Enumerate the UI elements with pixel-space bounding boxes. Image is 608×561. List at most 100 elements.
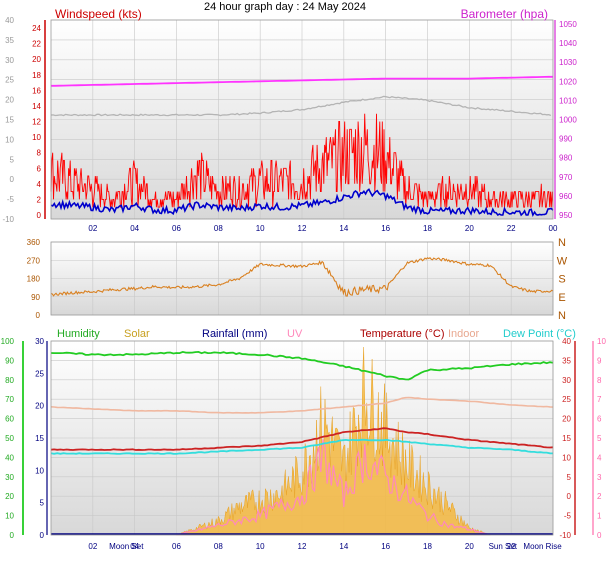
series-grey-trace: [50, 95, 552, 117]
tick-label-hour: 02: [88, 224, 97, 233]
tick-label-outer-left: 20: [5, 96, 14, 105]
tick-label-hour: Moon Rise: [523, 542, 562, 551]
tick-label-humidity: 20: [5, 492, 14, 501]
tick-label-humidity: 50: [5, 434, 14, 443]
tick-label-temperature: 15: [562, 434, 571, 443]
tick-label-rainfall: 30: [35, 337, 44, 346]
series-windspeed-gust: [50, 113, 554, 208]
tick-label-uv: 5: [597, 434, 602, 443]
tick-label-uv: 0: [597, 531, 602, 540]
tick-label-windspeed: 12: [32, 118, 41, 127]
tick-label-outer-left: 5: [10, 155, 15, 164]
tick-label-barometer: 970: [559, 173, 573, 182]
tick-label-barometer: 990: [559, 135, 573, 144]
tick-label-hour: 08: [214, 224, 223, 233]
tick-label-humidity: 40: [5, 453, 14, 462]
tick-label-hour: 20: [465, 542, 474, 551]
series-wind-direction: [50, 256, 554, 297]
plot-border: [50, 340, 554, 536]
tick-label-uv: 10: [597, 337, 606, 346]
tick-label-windspeed: 0: [37, 211, 42, 220]
series-humidity: [50, 350, 554, 381]
tick-label-temperature: 0: [567, 492, 572, 501]
tick-label-hour: 06: [172, 542, 181, 551]
legend-solar: Solar: [124, 328, 150, 340]
tick-label-barometer: 1030: [559, 58, 577, 67]
series-indoor: [50, 396, 554, 414]
legend-uv: UV: [287, 328, 303, 340]
tick-label-barometer: 980: [559, 154, 573, 163]
series-temperature: [50, 427, 554, 451]
tick-label-outer-left: 35: [5, 36, 14, 45]
tick-label-direction-compass: N: [558, 310, 566, 322]
tick-label-windspeed: 20: [32, 55, 41, 64]
tick-label-hour: 06: [172, 224, 181, 233]
tick-label-temperature: 40: [562, 337, 571, 346]
tick-label-rainfall: 10: [35, 466, 44, 475]
tick-label-uv: 4: [597, 453, 602, 462]
tick-label-humidity: 10: [5, 512, 14, 521]
tick-label-rainfall: 25: [35, 369, 44, 378]
tick-label-outer-left: 25: [5, 76, 14, 85]
tick-label-windspeed: 14: [32, 102, 41, 111]
tick-label-outer-left: -5: [7, 195, 15, 204]
tick-label-direction-deg: 90: [31, 293, 40, 302]
tick-label-uv: 9: [597, 356, 602, 365]
series-solar: [176, 347, 491, 536]
tick-label-humidity: 0: [10, 531, 15, 540]
tick-label-barometer: 1010: [559, 96, 577, 105]
tick-label-windspeed: 6: [37, 164, 42, 173]
tick-label-hour: 08: [214, 542, 223, 551]
tick-label-uv: 3: [597, 473, 602, 482]
tick-label-barometer: 950: [559, 211, 573, 220]
tick-label-outer-left: 15: [5, 116, 14, 125]
legend-dewpoint: Dew Point (°C): [503, 328, 576, 340]
tick-label-barometer: 1050: [559, 20, 577, 29]
tick-label-windspeed: 24: [32, 24, 41, 33]
tick-label-direction-compass: S: [558, 274, 565, 286]
legend-windspeed: Windspeed (kts): [55, 7, 142, 21]
tick-label-direction-compass: N: [558, 237, 566, 249]
tick-label-rainfall: 15: [35, 434, 44, 443]
tick-label-direction-deg: 180: [27, 275, 41, 284]
tick-label-windspeed: 18: [32, 71, 41, 80]
tick-label-hour: 18: [423, 224, 432, 233]
tick-label-hour: 12: [298, 224, 307, 233]
legend-temperature: Temperature (°C): [360, 328, 444, 340]
tick-label-humidity: 60: [5, 415, 14, 424]
legend-rainfall: Rainfall (mm): [202, 328, 267, 340]
tick-label-hour: 16: [381, 224, 390, 233]
tick-label-uv: 6: [597, 415, 602, 424]
tick-label-uv: 7: [597, 395, 602, 404]
tick-label-temperature: 5: [567, 473, 572, 482]
tick-label-temperature: 10: [562, 453, 571, 462]
series-barometer: [51, 75, 553, 87]
tick-label-humidity: 70: [5, 395, 14, 404]
tick-label-temperature: -10: [559, 531, 571, 540]
series-lines: [50, 75, 554, 536]
tick-label-temperature: 30: [562, 376, 571, 385]
tick-label-hour: 12: [298, 542, 307, 551]
axis-labels: 4035302520151050-5-102422201816141210864…: [1, 16, 607, 551]
tick-label-outer-left: 0: [10, 175, 15, 184]
tick-label-windspeed: 16: [32, 86, 41, 95]
tick-label-outer-left: 40: [5, 16, 14, 25]
tick-label-humidity: 30: [5, 473, 14, 482]
tick-label-humidity: 90: [5, 356, 14, 365]
tick-label-humidity: 100: [1, 337, 15, 346]
tick-label-hour: 02: [88, 542, 97, 551]
series-dewpoint: [50, 438, 554, 455]
tick-label-rainfall: 5: [40, 499, 45, 508]
plot-border: [50, 241, 554, 316]
tick-label-hour: 04: [130, 542, 139, 551]
tick-label-temperature: 35: [562, 356, 571, 365]
tick-label-windspeed: 8: [37, 149, 42, 158]
tick-label-barometer: 960: [559, 192, 573, 201]
tick-label-hour: 22: [507, 542, 516, 551]
tick-label-hour: 00: [549, 224, 558, 233]
tick-label-windspeed: 4: [37, 180, 42, 189]
tick-label-rainfall: 20: [35, 402, 44, 411]
tick-label-hour: Moon Set: [109, 542, 144, 551]
tick-label-temperature: 25: [562, 395, 571, 404]
